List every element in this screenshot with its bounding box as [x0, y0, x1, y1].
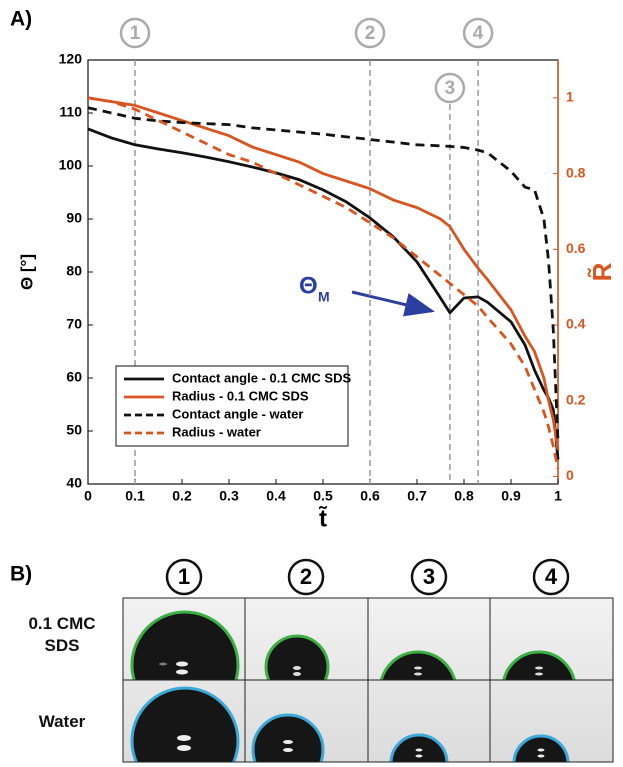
column-circle [532, 558, 570, 596]
y-tick-label: 90 [66, 210, 82, 226]
series-line [87, 96, 560, 451]
y-tick-label: 80 [66, 263, 82, 279]
y2-tick-label: 0.6 [566, 240, 586, 256]
x-tick-label: 0.9 [501, 488, 521, 504]
x-tick-label: 1 [554, 488, 562, 504]
column-label: 4 [545, 564, 558, 589]
y2-tick-label: 0.4 [566, 316, 586, 332]
x-tick-label: 0.4 [266, 488, 286, 504]
y-tick-label: 70 [66, 316, 82, 332]
annotation: Θ [299, 272, 318, 299]
annotation-subscript: M [318, 289, 330, 305]
y-tick-label: 60 [66, 369, 82, 385]
marker-circle [119, 17, 151, 49]
droplet-images [122, 597, 614, 763]
x-tick-label: 0.1 [125, 488, 145, 504]
column-label: 3 [423, 564, 435, 589]
legend-label: Radius - 0.1 CMC SDS [172, 388, 309, 403]
x-tick-label: 0.7 [407, 488, 427, 504]
x-tick-label: 0.8 [454, 488, 474, 504]
column-circle [287, 558, 325, 596]
series-line [87, 106, 560, 442]
column-circle [165, 558, 203, 596]
marker-circle [434, 72, 466, 104]
y-tick-label: 50 [66, 422, 82, 438]
y-tick-label: 100 [59, 157, 83, 173]
column-label: 1 [178, 564, 190, 589]
y2-tick-label: 0.8 [566, 164, 586, 180]
series-line [87, 96, 560, 470]
column-label: 2 [300, 564, 312, 589]
y2-tick-label: 0.2 [566, 391, 586, 407]
legend-label: Contact angle - 0.1 CMC SDS [172, 370, 351, 385]
x-tick-label: 0.3 [219, 488, 239, 504]
column-circle [410, 558, 448, 596]
y-tick-label: 120 [59, 51, 83, 67]
marker-label: 4 [473, 23, 484, 44]
x-tick-label: 0.2 [172, 488, 192, 504]
marker-label: 2 [365, 23, 376, 44]
x-tick-label: 0.5 [313, 488, 333, 504]
panel-label: B) [10, 563, 32, 586]
x-tick-label: 0.6 [360, 488, 380, 504]
y-axis-label: Θ [°] [17, 254, 36, 290]
row-label: 0.1 CMC SDS [28, 614, 96, 655]
legend-label: Radius - water [172, 424, 261, 439]
marker-label: 3 [445, 78, 456, 99]
y2-tick-label: 1 [566, 89, 574, 105]
x-axis-label: t̃ [319, 505, 328, 532]
panel-label: A) [10, 8, 32, 31]
marker-label: 1 [130, 23, 141, 44]
y-tick-label: 110 [59, 104, 82, 120]
annotation-arrow [351, 290, 435, 317]
marker-circle [354, 17, 386, 49]
marker-circle [462, 17, 494, 49]
x-tick-label: 0 [84, 488, 92, 504]
y2-tick-label: 0 [566, 467, 574, 483]
y2-axis-label: R̃ [587, 262, 617, 281]
y-tick-label: 40 [66, 475, 82, 491]
row-label: Water [38, 712, 86, 731]
legend-label: Contact angle - water [172, 406, 303, 421]
